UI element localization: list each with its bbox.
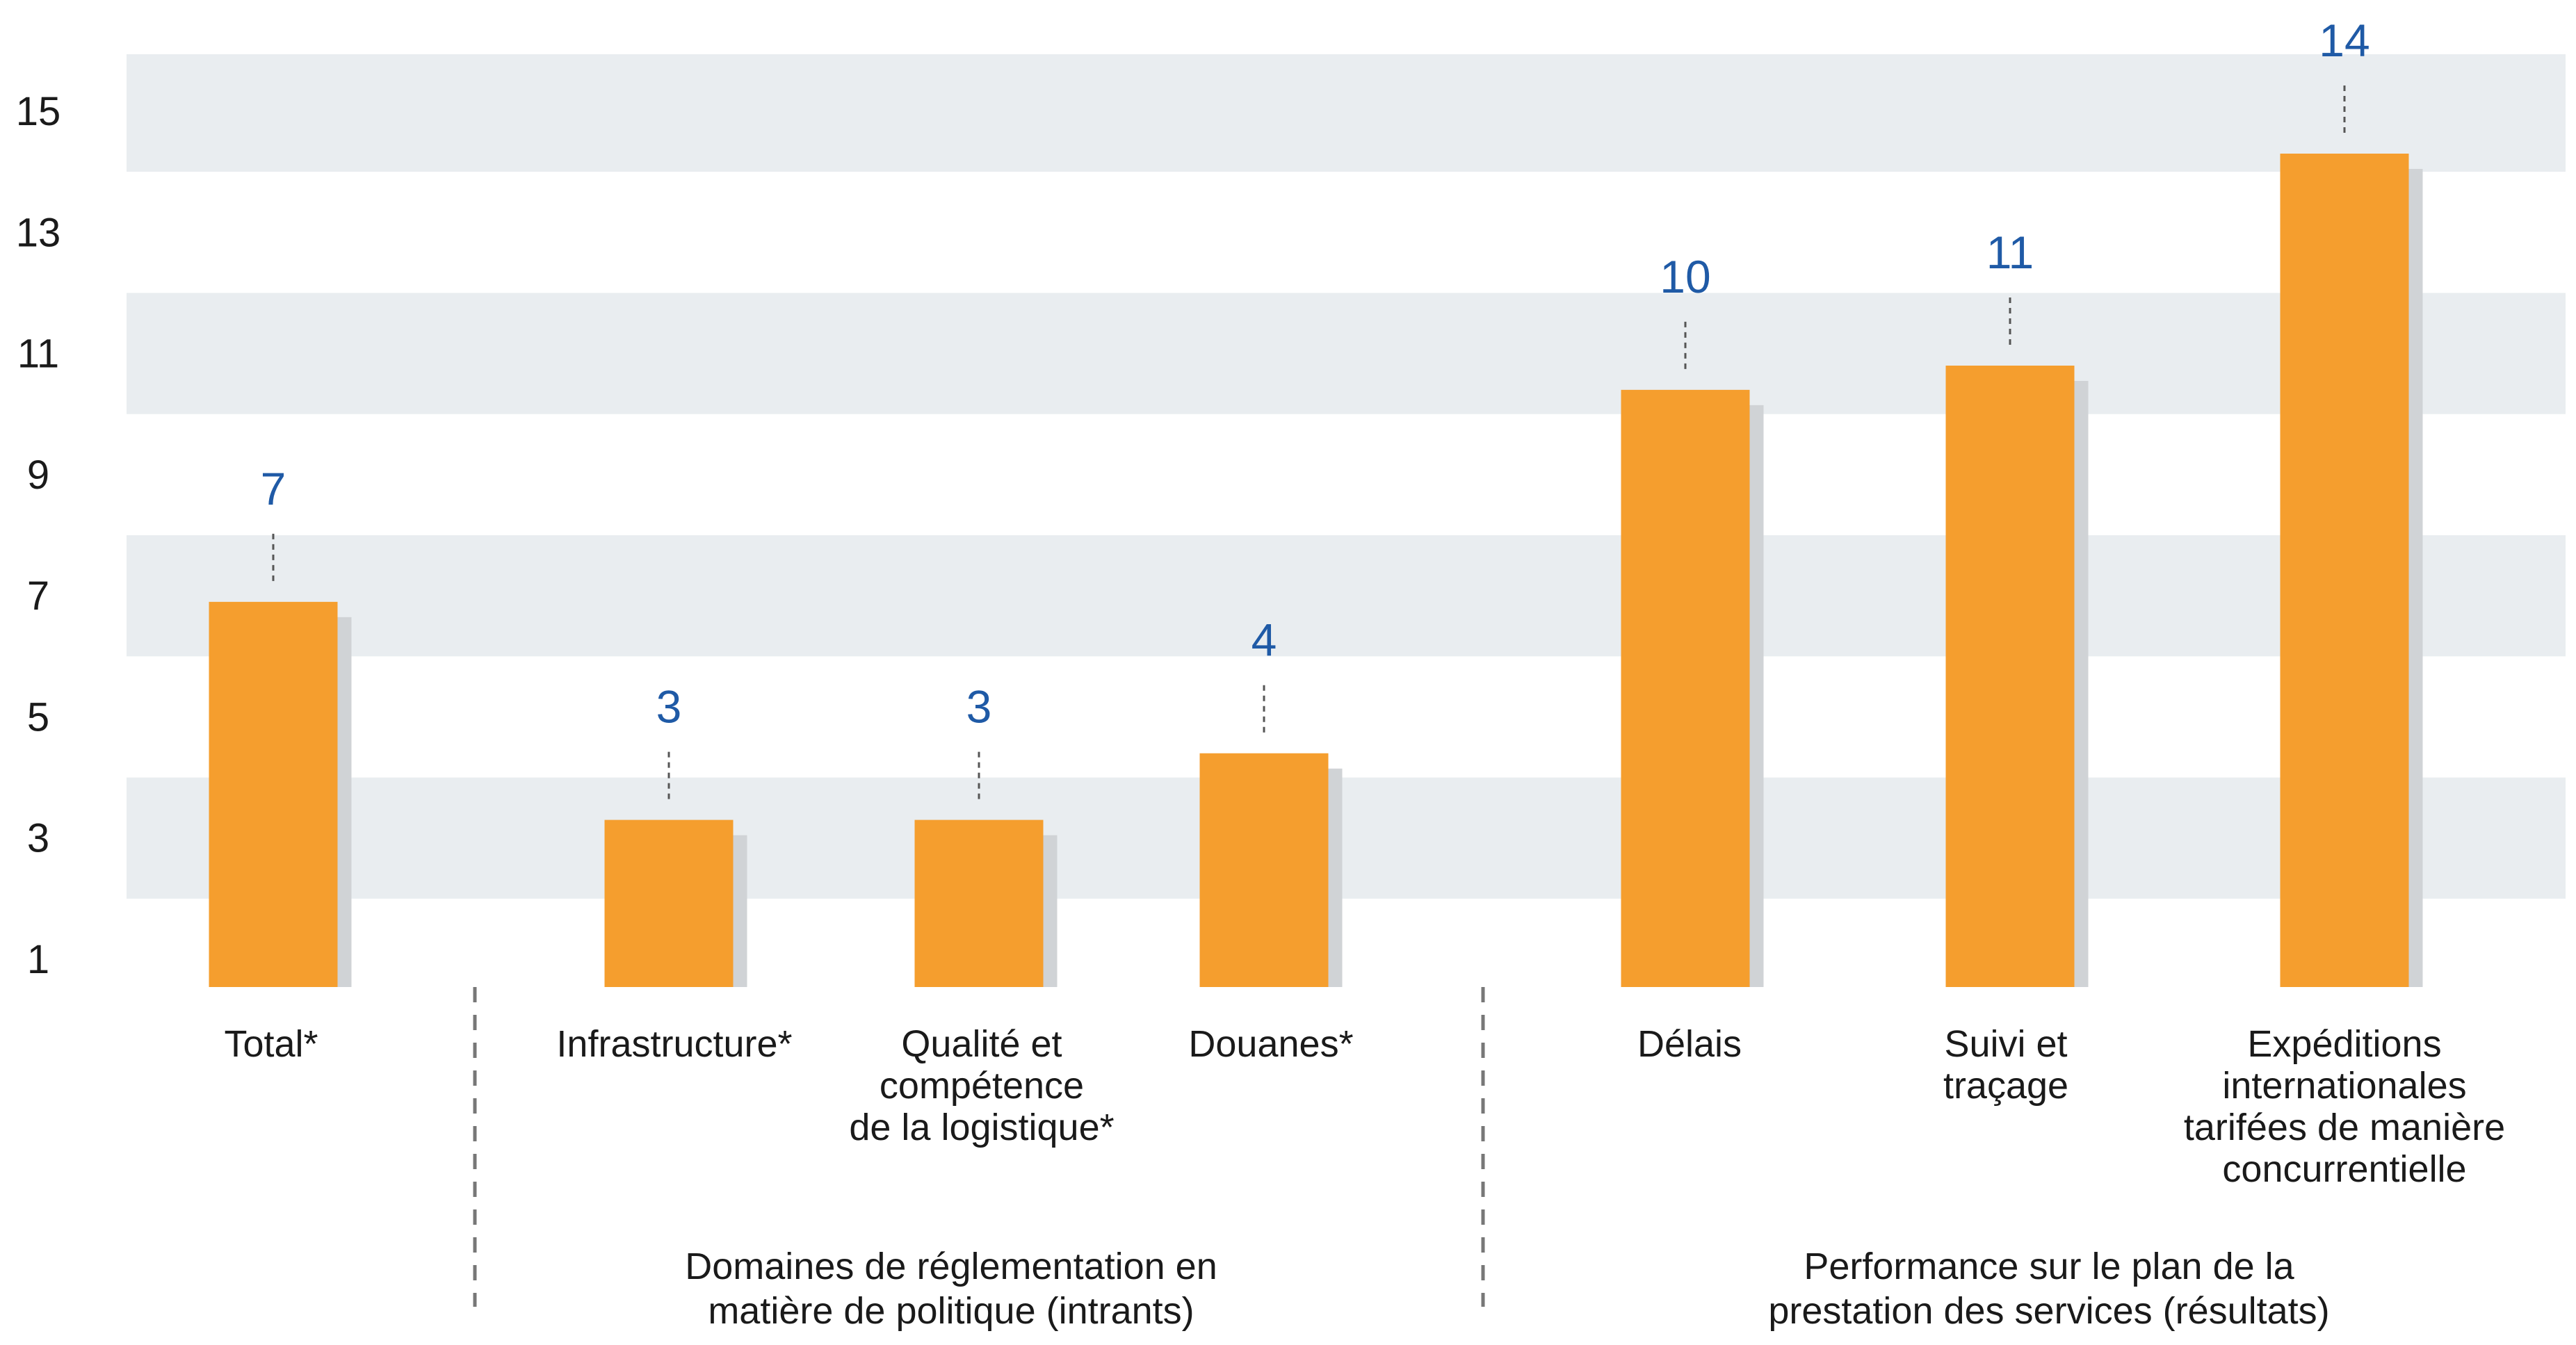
y-tick-label: 13 (16, 210, 61, 255)
bar (1945, 366, 2075, 987)
group-label: prestation des services (résultats) (1768, 1290, 2329, 1332)
data-label: 14 (2319, 15, 2370, 66)
category-label: Délais (1637, 1023, 1742, 1065)
category-label: compétence (880, 1065, 1084, 1107)
y-tick-label: 11 (17, 332, 59, 377)
bar (209, 601, 338, 987)
bar (1621, 389, 1750, 987)
category-label: internationales (2222, 1065, 2466, 1107)
group-label: Performance sur le plan de la (1804, 1246, 2294, 1287)
category-label: tarifées de manière (2184, 1107, 2505, 1148)
group-label: matière de politique (intrants) (708, 1290, 1194, 1332)
category-label: Expéditions (2247, 1023, 2441, 1065)
grid-band-0 (127, 777, 2566, 899)
category-label: de la logistique* (849, 1107, 1114, 1148)
bar (914, 820, 1044, 987)
bar (2280, 154, 2409, 987)
y-tick-label: 5 (27, 694, 49, 740)
category-label: Suivi et (1944, 1023, 2067, 1065)
y-tick-label: 9 (27, 453, 49, 498)
category-label: Infrastructure* (556, 1023, 792, 1065)
grid-band-2 (127, 293, 2566, 414)
grid-band-1 (127, 535, 2566, 657)
y-tick-label: 3 (27, 816, 49, 861)
bar (604, 820, 734, 987)
data-label: 4 (1251, 614, 1277, 666)
bar (1199, 753, 1329, 987)
data-label: 11 (1986, 227, 2034, 278)
y-tick-label: 7 (27, 573, 49, 619)
data-label: 3 (966, 681, 992, 733)
category-label: Douanes* (1188, 1023, 1353, 1065)
data-label: 10 (1660, 251, 1710, 302)
grid-band-3 (127, 54, 2566, 172)
category-label: Total* (224, 1023, 318, 1065)
data-label: 7 (261, 463, 286, 514)
y-tick-label: 1 (27, 937, 49, 982)
category-label: Qualité et (901, 1023, 1062, 1065)
data-label: 3 (656, 681, 682, 733)
category-label: concurrentielle (2222, 1148, 2466, 1190)
group-label: Domaines de réglementation en (685, 1246, 1217, 1287)
category-label: traçage (1943, 1065, 2068, 1107)
y-tick-label: 15 (16, 89, 61, 134)
